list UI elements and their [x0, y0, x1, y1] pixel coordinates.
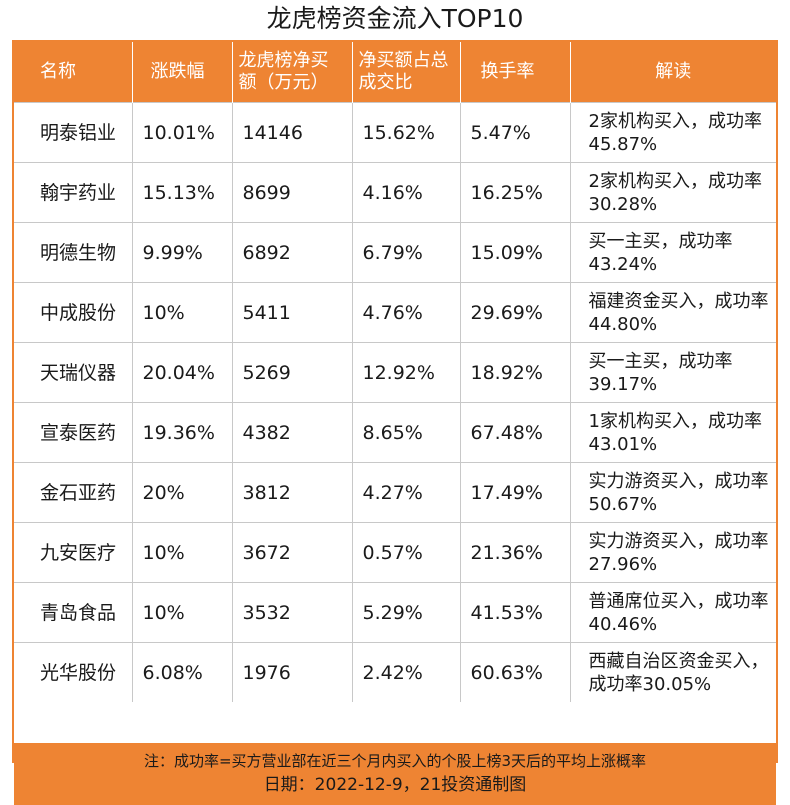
- cell-change: 10%: [131, 522, 233, 583]
- cell-name: 青岛食品: [14, 582, 133, 643]
- cell-ratio: 6.79%: [351, 222, 461, 283]
- cell-net-buy: 1976: [231, 642, 353, 702]
- cell-name: 天瑞仪器: [14, 342, 133, 403]
- cell-turnover: 5.47%: [459, 102, 571, 163]
- table-row: 中成股份 10% 5411 4.76% 29.69% 福建资金买入，成功率44.80%: [14, 282, 776, 343]
- cell-change: 19.36%: [131, 402, 233, 463]
- table-row: 青岛食品 10% 3532 5.29% 41.53% 普通席位买入，成功率40.46%: [14, 582, 776, 643]
- cell-change: 20.04%: [131, 342, 233, 403]
- table-row: 明德生物 9.99% 6892 6.79% 15.09% 买一主买，成功率43.24%: [14, 222, 776, 283]
- cell-note: 买一主买，成功率39.17%: [569, 342, 776, 403]
- cell-name: 翰宇药业: [14, 162, 133, 223]
- cell-turnover: 18.92%: [459, 342, 571, 403]
- cell-name: 明泰铝业: [14, 102, 133, 163]
- cell-net-buy: 6892: [231, 222, 353, 283]
- table-row: 宣泰医药 19.36% 4382 8.65% 67.48% 1家机构买入，成功率43.01…: [14, 402, 776, 463]
- cell-name: 金石亚药: [14, 462, 133, 523]
- cell-note: 买一主买，成功率43.24%: [569, 222, 776, 283]
- cell-note: 福建资金买入，成功率44.80%: [569, 282, 776, 343]
- cell-net-buy: 5411: [231, 282, 353, 343]
- footer: 注：成功率=买方营业部在近三个月内买入的个股上榜3天后的平均上涨概率 日期：20…: [14, 743, 776, 805]
- cell-net-buy: 5269: [231, 342, 353, 403]
- dragon-tiger-table: 名称 涨跌幅 龙虎榜净买额（万元） 净买额占总成交比 换手率 解读 明泰铝业 10…: [14, 42, 776, 702]
- cell-change: 10.01%: [131, 102, 233, 163]
- table-row: 九安医疗 10% 3672 0.57% 21.36% 实力游资买入，成功率27.96%: [14, 522, 776, 583]
- table-header-row: 名称 涨跌幅 龙虎榜净买额（万元） 净买额占总成交比 换手率 解读: [14, 42, 776, 103]
- cell-change: 6.08%: [131, 642, 233, 702]
- cell-note: 普通席位买入，成功率40.46%: [569, 582, 776, 643]
- cell-ratio: 4.16%: [351, 162, 461, 223]
- cell-note: 2家机构买入，成功率45.87%: [569, 102, 776, 163]
- cell-ratio: 0.57%: [351, 522, 461, 583]
- cell-name: 明德生物: [14, 222, 133, 283]
- header-ratio: 净买额占总成交比: [352, 42, 461, 103]
- cell-turnover: 67.48%: [459, 402, 571, 463]
- cell-change: 15.13%: [131, 162, 233, 223]
- cell-net-buy: 4382: [231, 402, 353, 463]
- cell-note: 2家机构买入，成功率30.28%: [569, 162, 776, 223]
- cell-net-buy: 8699: [231, 162, 353, 223]
- header-turnover: 换手率: [460, 42, 571, 103]
- table-row: 金石亚药 20% 3812 4.27% 17.49% 实力游资买入，成功率50.67%: [14, 462, 776, 523]
- cell-change: 10%: [131, 282, 233, 343]
- header-note: 解读: [570, 42, 776, 103]
- table-row: 天瑞仪器 20.04% 5269 12.92% 18.92% 买一主买，成功率39.17%: [14, 342, 776, 403]
- cell-turnover: 21.36%: [459, 522, 571, 583]
- header-name: 名称: [14, 42, 133, 103]
- cell-turnover: 15.09%: [459, 222, 571, 283]
- header-change: 涨跌幅: [132, 42, 233, 103]
- cell-note: 实力游资买入，成功率50.67%: [569, 462, 776, 523]
- cell-ratio: 4.27%: [351, 462, 461, 523]
- cell-note: 西藏自治区资金买入，成功率30.05%: [569, 642, 776, 702]
- cell-note: 1家机构买入，成功率43.01%: [569, 402, 776, 463]
- cell-name: 宣泰医药: [14, 402, 133, 463]
- cell-turnover: 60.63%: [459, 642, 571, 702]
- cell-net-buy: 14146: [231, 102, 353, 163]
- cell-note: 实力游资买入，成功率27.96%: [569, 522, 776, 583]
- cell-ratio: 5.29%: [351, 582, 461, 643]
- cell-change: 9.99%: [131, 222, 233, 283]
- footer-date: 日期：2022-12-9，21投资通制图: [263, 775, 527, 795]
- cell-turnover: 16.25%: [459, 162, 571, 223]
- cell-ratio: 8.65%: [351, 402, 461, 463]
- table-row: 明泰铝业 10.01% 14146 15.62% 5.47% 2家机构买入，成功率45.8…: [14, 102, 776, 163]
- cell-net-buy: 3672: [231, 522, 353, 583]
- footer-note: 注：成功率=买方营业部在近三个月内买入的个股上榜3天后的平均上涨概率: [143, 752, 647, 770]
- table-row: 光华股份 6.08% 1976 2.42% 60.63% 西藏自治区资金买入，成功率30.…: [14, 642, 776, 702]
- header-net-buy: 龙虎榜净买额（万元）: [232, 42, 353, 103]
- cell-net-buy: 3532: [231, 582, 353, 643]
- cell-net-buy: 3812: [231, 462, 353, 523]
- cell-turnover: 17.49%: [459, 462, 571, 523]
- cell-turnover: 41.53%: [459, 582, 571, 643]
- cell-ratio: 15.62%: [351, 102, 461, 163]
- cell-name: 光华股份: [14, 642, 133, 702]
- cell-change: 20%: [131, 462, 233, 523]
- cell-change: 10%: [131, 582, 233, 643]
- data-table-frame: 名称 涨跌幅 龙虎榜净买额（万元） 净买额占总成交比 换手率 解读 明泰铝业 10…: [12, 40, 778, 805]
- table-row: 翰宇药业 15.13% 8699 4.16% 16.25% 2家机构买入，成功率30.28…: [14, 162, 776, 223]
- cell-ratio: 2.42%: [351, 642, 461, 702]
- cell-ratio: 12.92%: [351, 342, 461, 403]
- cell-name: 中成股份: [14, 282, 133, 343]
- cell-ratio: 4.76%: [351, 282, 461, 343]
- cell-turnover: 29.69%: [459, 282, 571, 343]
- cell-name: 九安医疗: [14, 522, 133, 583]
- page-title: 龙虎榜资金流入TOP10: [266, 4, 524, 33]
